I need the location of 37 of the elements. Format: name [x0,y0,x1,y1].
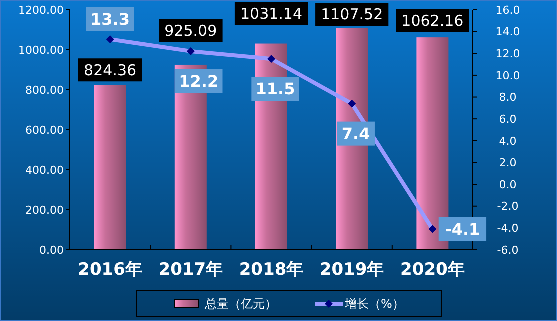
x-tick-label: 2017年 [158,260,224,280]
x-tick-label: 2019年 [320,260,384,280]
y2-tick-label: -4.0 [497,222,519,236]
y-tick-label: 800.00 [26,84,64,97]
data-label: 11.5 [256,80,296,99]
bar [94,85,126,250]
y-tick-label: 1000.00 [18,44,64,57]
data-label: 13.3 [90,10,130,30]
y2-tick-label: 8.0 [499,91,517,104]
legend-label: 增长（%） [344,297,404,312]
y-tick-label: 200.00 [26,204,64,217]
data-label: 824.36 [84,61,137,80]
y-tick-label: 1200.00 [18,4,64,17]
x-tick-label: 2018年 [239,260,304,280]
data-label: 1107.52 [321,6,384,24]
y2-tick-label: 4.0 [499,134,517,148]
data-label: 1062.16 [402,12,464,30]
y2-tick-label: 6.0 [499,112,517,126]
y2-tick-label: 2.0 [499,156,517,170]
data-label: -4.1 [445,220,480,239]
y2-tick-label: 12.0 [496,47,520,60]
y-tick-label: 0.00 [40,244,64,257]
data-label: 7.4 [342,124,370,144]
y2-tick-label: 0.0 [499,178,517,192]
y2-tick-label: 14.0 [496,26,520,39]
y2-tick-label: 16.0 [496,4,520,17]
x-tick-label: 2016年 [78,260,142,280]
legend-label: 总量（亿元） [204,297,277,312]
y-tick-label: 600.00 [26,124,64,137]
y2-tick-label: 10.0 [496,69,520,82]
y-tick-label: 400.00 [26,164,64,177]
y2-tick-label: -6.0 [497,244,519,257]
y2-tick-label: -2.0 [497,200,519,214]
data-label: 1031.14 [240,5,303,24]
x-tick-label: 2020年 [400,260,465,280]
data-label: 925.09 [164,22,218,40]
data-label: 12.2 [179,72,219,92]
